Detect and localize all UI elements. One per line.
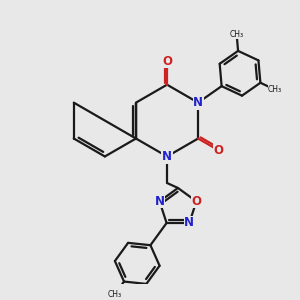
Text: CH₃: CH₃: [230, 30, 244, 39]
Text: N: N: [193, 96, 203, 109]
Text: N: N: [162, 150, 172, 163]
Text: O: O: [191, 195, 201, 208]
Text: O: O: [213, 144, 224, 157]
Text: O: O: [162, 55, 172, 68]
Text: N: N: [154, 195, 165, 208]
Text: CH₃: CH₃: [268, 85, 282, 94]
Text: CH₃: CH₃: [107, 290, 122, 299]
Text: N: N: [184, 217, 194, 230]
